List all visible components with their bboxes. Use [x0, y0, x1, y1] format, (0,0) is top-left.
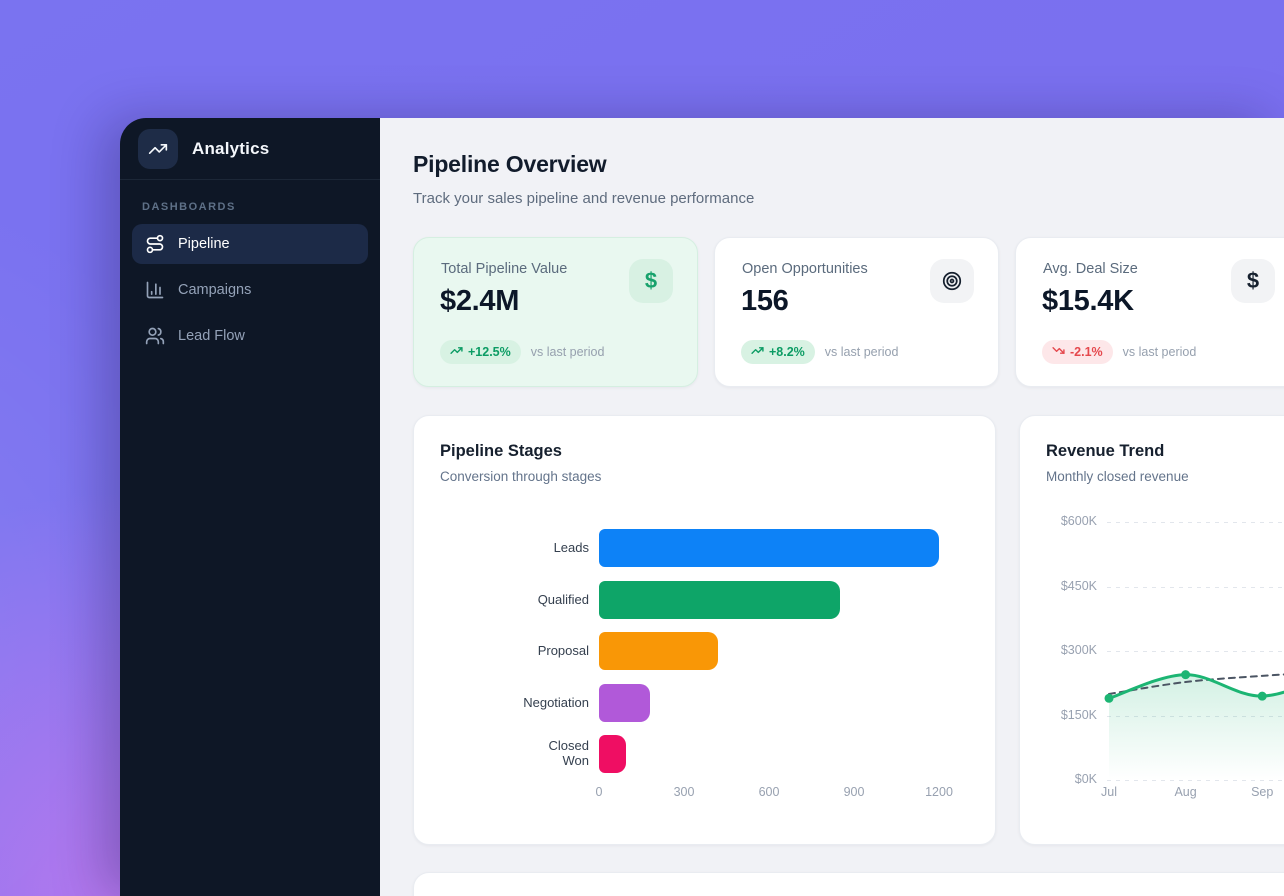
- data-point-sep: [1257, 691, 1267, 701]
- chart-title: Revenue Trend: [1046, 442, 1165, 460]
- stat-label: Avg. Deal Size: [1043, 261, 1138, 277]
- sidebar-item-campaigns[interactable]: Campaigns: [132, 270, 368, 310]
- compare-text: vs last period: [1122, 345, 1197, 359]
- page-title: Pipeline Overview: [413, 151, 607, 177]
- x-axis-tick: 1200: [925, 785, 953, 799]
- stat-footer: +12.5% vs last period: [440, 340, 604, 364]
- bar-leads: [599, 529, 939, 567]
- bar-category-label: Leads: [553, 539, 589, 555]
- x-axis-tick: 0: [595, 785, 603, 799]
- stat-label: Total Pipeline Value: [441, 261, 568, 277]
- stat-footer: -2.1% vs last period: [1042, 340, 1196, 364]
- gridline: [1107, 780, 1284, 781]
- y-axis-tick: $150K: [1060, 707, 1097, 722]
- revenue-line-svg: [1104, 670, 1284, 780]
- bar-category-label: Closed Won: [548, 738, 589, 768]
- compare-text: vs last period: [530, 345, 605, 359]
- x-axis-tick: 300: [673, 785, 695, 799]
- target-icon: [930, 259, 974, 303]
- brand: Analytics: [138, 128, 269, 170]
- bar-category-label: Negotiation: [523, 694, 589, 710]
- bar-negotiation: [599, 684, 650, 722]
- trending-up-icon: [751, 344, 764, 360]
- compare-text: vs last period: [824, 345, 899, 359]
- app-window: Analytics DASHBOARDS Pipeline Campaig: [120, 118, 1284, 896]
- bar-chart-icon: [145, 280, 165, 300]
- revenue-trend-card: Revenue Trend Monthly closed revenue $60…: [1019, 415, 1284, 845]
- charts-row: Pipeline Stages Conversion through stage…: [413, 415, 1284, 845]
- x-axis-tick: Jul: [1101, 785, 1117, 799]
- pipeline-stages-card: Pipeline Stages Conversion through stage…: [413, 415, 996, 845]
- stat-card-open-opportunities: Open Opportunities 156 +8.2% vs last per…: [714, 237, 999, 387]
- bottom-card-partial: [413, 872, 1284, 896]
- sidebar-item-pipeline[interactable]: Pipeline: [132, 224, 368, 264]
- delta-badge: -2.1%: [1042, 340, 1113, 364]
- bar-category-label: Qualified: [537, 591, 589, 607]
- y-axis-tick: $300K: [1060, 643, 1097, 657]
- main-content: Pipeline Overview Track your sales pipel…: [380, 118, 1284, 896]
- x-axis-tick: 900: [843, 785, 865, 799]
- trending-up-icon: [450, 344, 463, 360]
- revenue-area: [1109, 674, 1284, 780]
- sidebar: Analytics DASHBOARDS Pipeline Campaig: [120, 118, 380, 896]
- dollar-icon: $: [629, 259, 673, 303]
- delta-badge: +8.2%: [741, 340, 815, 364]
- x-axis-tick: 600: [758, 785, 780, 799]
- x-axis-tick: Sep: [1251, 785, 1274, 799]
- brand-name: Analytics: [192, 139, 270, 158]
- y-axis-tick: $450K: [1060, 578, 1097, 593]
- bar-category-label: Proposal: [537, 642, 589, 658]
- data-point-jul: [1104, 693, 1114, 703]
- stat-card-total-pipeline-value: Total Pipeline Value $ $2.4M +12.5% vs l…: [413, 237, 698, 387]
- route-icon: [145, 234, 165, 254]
- dollar-icon: $: [1231, 259, 1275, 303]
- gridline: [1107, 522, 1284, 523]
- x-axis-tick: Aug: [1174, 785, 1197, 799]
- trend-dashed-line: [1108, 673, 1284, 695]
- stat-cards-row: Total Pipeline Value $ $2.4M +12.5% vs l…: [413, 237, 1284, 387]
- stat-value: $2.4M: [440, 285, 520, 317]
- stat-label: Open Opportunities: [742, 261, 868, 277]
- bar-closed-won: [599, 735, 626, 773]
- y-axis-tick: $600K: [1060, 514, 1097, 528]
- sidebar-divider: [120, 179, 380, 180]
- stat-value: $15.4K: [1042, 285, 1134, 317]
- sidebar-nav: Pipeline Campaigns Lead Flow: [132, 224, 368, 356]
- chart-title: Pipeline Stages: [440, 442, 562, 460]
- gridline: [1107, 586, 1284, 588]
- bar-proposal: [599, 632, 718, 670]
- users-icon: [145, 326, 165, 346]
- sidebar-item-label: Pipeline: [178, 236, 230, 252]
- sidebar-item-label: Campaigns: [178, 282, 252, 298]
- bar-qualified: [599, 581, 840, 619]
- gridline: [1107, 651, 1284, 652]
- delta-badge: +12.5%: [440, 340, 521, 364]
- trending-down-icon: [1052, 344, 1065, 360]
- sidebar-item-lead-flow[interactable]: Lead Flow: [132, 316, 368, 356]
- page-subtitle: Track your sales pipeline and revenue pe…: [413, 190, 755, 207]
- sidebar-item-label: Lead Flow: [178, 328, 245, 344]
- stat-card-avg-deal-size: Avg. Deal Size $ $15.4K -2.1% vs last pe…: [1015, 237, 1284, 387]
- sidebar-section-label: DASHBOARDS: [142, 201, 236, 213]
- chart-subtitle: Monthly closed revenue: [1046, 469, 1189, 484]
- data-point-aug: [1181, 670, 1191, 680]
- trending-up-logo-icon: [138, 129, 178, 169]
- chart-subtitle: Conversion through stages: [440, 469, 602, 484]
- stat-footer: +8.2% vs last period: [741, 340, 898, 364]
- y-axis-tick: $0K: [1074, 772, 1097, 786]
- revenue-line: [1107, 673, 1284, 700]
- stat-value: 156: [741, 285, 789, 317]
